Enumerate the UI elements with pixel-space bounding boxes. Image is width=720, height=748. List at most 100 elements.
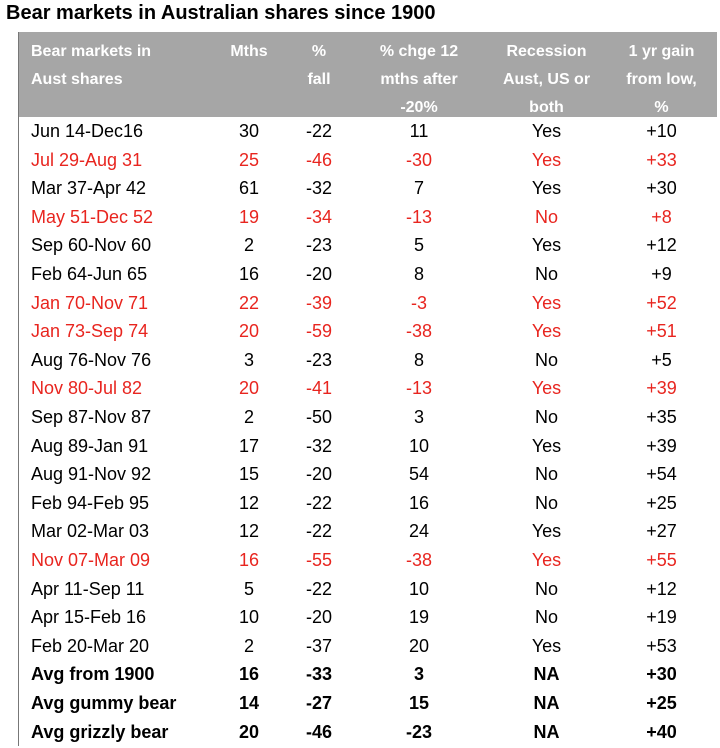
- table-cell: -33: [305, 664, 332, 685]
- table-cell: NA: [533, 693, 560, 713]
- table-cell: 15: [408, 693, 430, 713]
- table-row: Sep 87-Nov 87 2 -50 3 No +35: [18, 403, 717, 432]
- table-cell: +33: [646, 149, 677, 170]
- table-cell: -55: [305, 550, 332, 570]
- table-cell: -30: [405, 149, 432, 170]
- table-row: Aug 89-Jan 91 17 -32 10 Yes +39: [18, 431, 717, 461]
- table-header: Bear markets in Aust shares Mths% fall % chg…: [18, 32, 717, 117]
- table-cell: 16: [238, 664, 260, 685]
- table-cell: +25: [646, 492, 677, 513]
- table-cell: 20: [238, 721, 260, 742]
- table-cell: -22: [305, 492, 332, 513]
- table-cell: 2: [243, 407, 254, 427]
- table-cell: -32: [305, 178, 332, 199]
- table-cell: +30: [646, 178, 677, 199]
- table-cell: Apr 15-Feb 16: [31, 607, 147, 628]
- table-cell: +54: [646, 464, 677, 485]
- table-row: Feb 64-Jun 65 16 -20 8 No +9: [18, 260, 717, 289]
- table-row: Avg from 1900 16 -33 3 NA +30: [18, 660, 717, 689]
- table-cell: 2: [243, 635, 254, 656]
- table-cell: Yes: [531, 635, 562, 656]
- table-cell: 3: [413, 407, 424, 427]
- table-cell: +25: [646, 693, 677, 713]
- table-row: Aug 76-Nov 76 3 -23 8 No +5: [18, 345, 717, 375]
- header-cell: 1 yr gain from low,%: [609, 38, 714, 122]
- table-cell: -22: [305, 121, 332, 141]
- table-cell: Feb 20-Mar 20: [31, 635, 150, 656]
- header-cell: Mths: [214, 38, 284, 66]
- table-cell: Nov 07-Mar 09: [31, 550, 151, 570]
- table-cell: 19: [408, 607, 430, 628]
- table-cell: 3: [243, 349, 254, 370]
- table-row: Nov 80-Jul 82 20 -41 -13 Yes +39: [18, 374, 717, 403]
- table-cell: -37: [305, 635, 332, 656]
- table-cell: 8: [413, 264, 424, 284]
- table-row: Avg grizzly bear 20 -46 -23 NA +40: [18, 717, 717, 747]
- header-cell: % fall: [284, 38, 354, 94]
- table-cell: 5: [413, 235, 424, 256]
- table-row: May 51-Dec 52 19 -34 -13 No +8: [18, 202, 717, 232]
- table-cell: +35: [646, 407, 677, 427]
- table-cell: No: [534, 607, 558, 628]
- table-cell: Jun 14-Dec16: [31, 121, 144, 141]
- table-row: Jan 70-Nov 71 22 -39 -3 Yes +52: [18, 288, 717, 318]
- table-cell: +52: [646, 292, 677, 313]
- table-cell: 22: [238, 292, 260, 313]
- table-cell: 10: [408, 578, 430, 599]
- header-line: Aust shares: [31, 71, 123, 88]
- table-cell: -50: [305, 407, 332, 427]
- header-line: from low,: [626, 71, 697, 88]
- header-line: fall: [307, 71, 331, 88]
- table-row: Nov 07-Mar 09 16 -55 -38 Yes +55: [18, 546, 717, 575]
- table-cell: Apr 11-Sep 11: [31, 578, 145, 599]
- table-cell: No: [534, 492, 558, 513]
- table-cell: Mar 02-Mar 03: [31, 521, 150, 542]
- table-cell: -34: [305, 206, 332, 227]
- table-cell: Sep 60-Nov 60: [31, 235, 152, 256]
- table-row: Mar 02-Mar 03 12 -22 24 Yes +27: [18, 517, 717, 546]
- table-cell: 61: [238, 178, 260, 199]
- table-cell: No: [534, 464, 558, 485]
- table-cell: -13: [405, 206, 432, 227]
- table-cell: NA: [533, 721, 560, 742]
- table-cell: -20: [305, 607, 332, 628]
- table-cell: No: [534, 206, 558, 227]
- table-cell: Jul 29-Aug 31: [31, 149, 143, 170]
- table-cell: -41: [305, 378, 332, 399]
- table-row: Feb 20-Mar 20 2 -37 20 Yes +53: [18, 631, 717, 661]
- table-cell: -38: [405, 550, 432, 570]
- table-cell: Yes: [531, 521, 562, 542]
- table-cell: -27: [305, 693, 332, 713]
- header-cell: Recession Aust, US or both: [484, 38, 609, 122]
- table-row: Sep 60-Nov 60 2 -23 5 Yes +12: [18, 231, 717, 260]
- table-cell: -22: [305, 578, 332, 599]
- table-cell: -3: [410, 292, 427, 313]
- table-cell: 10: [238, 607, 260, 628]
- table-cell: Jan 70-Nov 71: [31, 292, 149, 313]
- table-cell: -22: [305, 521, 332, 542]
- table-cell: -13: [405, 378, 432, 399]
- table-cell: 8: [413, 349, 424, 370]
- table-row: Jan 73-Sep 74 20 -59 -38 Yes +51: [18, 317, 717, 346]
- table-cell: 12: [238, 521, 260, 542]
- table-cell: +39: [646, 435, 677, 456]
- header-line: Mths: [230, 43, 268, 60]
- header-line: 1 yr gain: [628, 43, 695, 60]
- table-cell: -20: [305, 264, 332, 284]
- table-cell: -20: [305, 464, 332, 485]
- table-row: Feb 94-Feb 95 12 -22 16 No +25: [18, 488, 717, 518]
- table-cell: -46: [305, 149, 332, 170]
- table-cell: Yes: [531, 235, 562, 256]
- table-row: Apr 15-Feb 16 10 -20 19 No +19: [18, 603, 717, 632]
- table-cell: No: [534, 407, 558, 427]
- table-cell: Aug 91-Nov 92: [31, 464, 152, 485]
- table-cell: -23: [305, 349, 332, 370]
- table-cell: 10: [408, 435, 430, 456]
- header-cell: Bear markets in Aust shares: [31, 38, 221, 94]
- table-cell: 15: [238, 464, 260, 485]
- table-cell: Yes: [531, 292, 562, 313]
- table-cell: +9: [651, 264, 672, 284]
- table-cell: Feb 94-Feb 95: [31, 492, 150, 513]
- table-cell: 14: [238, 693, 260, 713]
- table-cell: Yes: [531, 550, 562, 570]
